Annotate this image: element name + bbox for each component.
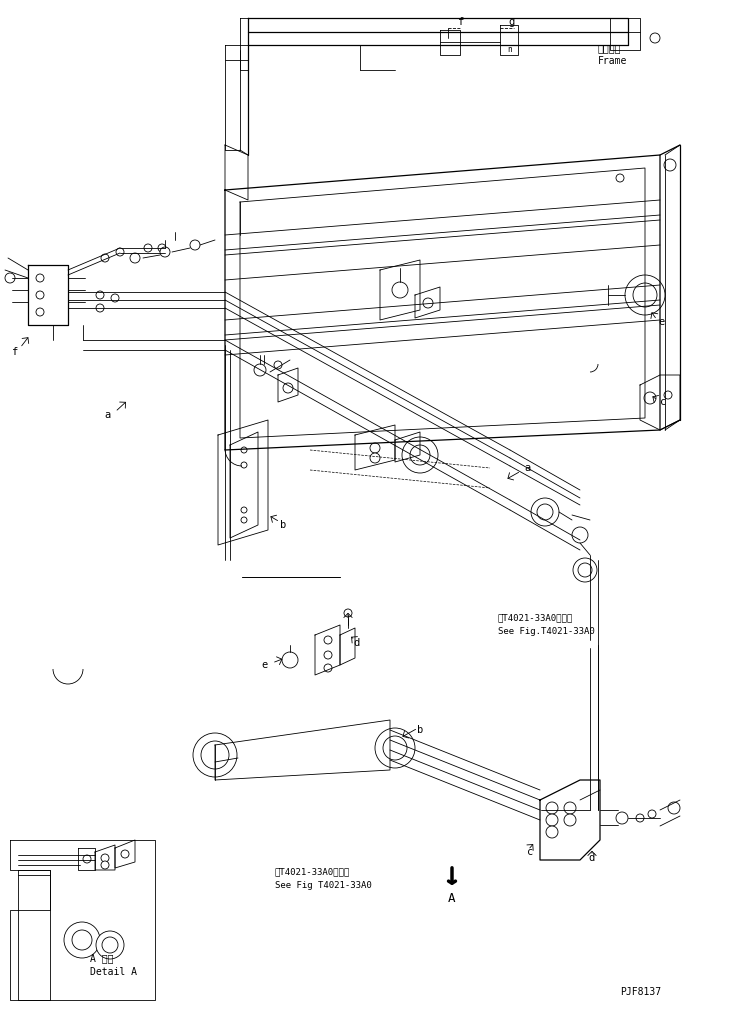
Circle shape [102, 937, 118, 952]
Circle shape [101, 861, 109, 869]
Circle shape [370, 443, 380, 453]
Circle shape [190, 240, 200, 250]
Circle shape [633, 283, 657, 307]
Circle shape [101, 854, 109, 862]
Text: f: f [457, 17, 463, 27]
Circle shape [644, 393, 656, 404]
Circle shape [241, 507, 247, 513]
Text: A 詳細: A 詳細 [90, 952, 114, 963]
Text: d: d [589, 853, 595, 863]
Circle shape [392, 282, 408, 298]
Circle shape [241, 517, 247, 523]
Circle shape [72, 930, 92, 950]
Text: Detail A: Detail A [90, 967, 137, 977]
Circle shape [64, 922, 100, 958]
Circle shape [324, 664, 332, 672]
Circle shape [324, 636, 332, 644]
Circle shape [101, 254, 109, 262]
Text: A: A [448, 892, 456, 904]
Circle shape [410, 445, 430, 465]
Circle shape [96, 931, 124, 959]
Circle shape [158, 244, 166, 252]
Circle shape [282, 652, 298, 668]
Text: Frame: Frame [598, 57, 628, 66]
Text: g: g [509, 17, 515, 27]
Circle shape [564, 814, 576, 826]
Circle shape [344, 609, 352, 616]
Circle shape [130, 253, 140, 263]
Circle shape [423, 298, 433, 308]
Text: See Fig T4021-33A0: See Fig T4021-33A0 [275, 882, 372, 891]
Circle shape [578, 563, 592, 577]
Circle shape [573, 558, 597, 582]
Circle shape [616, 812, 628, 824]
Circle shape [531, 498, 559, 526]
Circle shape [370, 453, 380, 463]
Circle shape [111, 294, 119, 302]
Text: 第T4021-33A0図参照: 第T4021-33A0図参照 [498, 613, 573, 623]
Circle shape [564, 802, 576, 814]
Circle shape [375, 728, 415, 768]
Circle shape [160, 247, 170, 257]
Circle shape [636, 814, 644, 822]
Text: e: e [262, 660, 268, 670]
Circle shape [241, 447, 247, 453]
Circle shape [36, 291, 44, 299]
Circle shape [193, 733, 237, 777]
Circle shape [274, 361, 282, 369]
Circle shape [572, 527, 588, 543]
Text: n: n [508, 45, 512, 54]
Text: d: d [354, 638, 360, 648]
Circle shape [650, 33, 660, 43]
Circle shape [546, 814, 558, 826]
Circle shape [324, 651, 332, 659]
Text: e: e [658, 317, 664, 327]
Circle shape [664, 391, 672, 399]
Text: フレーム: フレーム [598, 43, 622, 53]
Text: c: c [527, 847, 533, 857]
Text: c: c [660, 397, 666, 407]
Circle shape [36, 274, 44, 282]
Text: a: a [525, 463, 531, 473]
Circle shape [546, 826, 558, 838]
Circle shape [116, 248, 124, 256]
Circle shape [625, 275, 665, 315]
Circle shape [664, 159, 676, 171]
Circle shape [144, 244, 152, 252]
Circle shape [283, 383, 293, 393]
Circle shape [83, 855, 91, 863]
Text: b: b [280, 520, 286, 530]
Circle shape [546, 802, 558, 814]
Circle shape [402, 437, 438, 473]
Circle shape [254, 364, 266, 376]
Circle shape [383, 736, 407, 760]
Circle shape [537, 504, 553, 520]
Circle shape [201, 741, 229, 769]
Text: f: f [11, 347, 17, 357]
Text: a: a [105, 410, 111, 420]
Circle shape [121, 850, 129, 858]
Text: PJF8137: PJF8137 [620, 987, 661, 997]
Circle shape [668, 802, 680, 814]
Circle shape [36, 308, 44, 316]
Circle shape [241, 462, 247, 468]
Circle shape [96, 304, 104, 312]
Text: b: b [417, 725, 423, 735]
Circle shape [96, 291, 104, 299]
Text: See Fig.T4021-33A0: See Fig.T4021-33A0 [498, 628, 595, 637]
Text: 第T4021-33A0図参照: 第T4021-33A0図参照 [275, 868, 350, 877]
Circle shape [648, 810, 656, 818]
Circle shape [616, 174, 624, 182]
Circle shape [5, 273, 15, 283]
